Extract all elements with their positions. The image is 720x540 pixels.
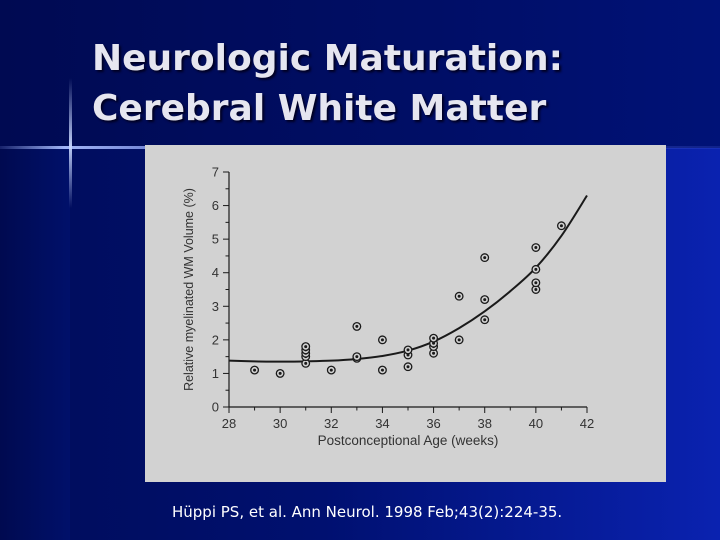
y-axis-label: Relative myelinated WM Volume (%) [182,188,196,391]
data-point-dot [483,256,487,260]
x-tick-label: 40 [529,416,543,431]
y-tick-label: 6 [212,198,219,213]
data-point-dot [559,224,563,228]
data-point [480,295,490,305]
title-line-2: Cerebral White Matter [92,88,547,129]
data-point-dot [380,368,384,372]
scatter-chart: 28 30 32 34 36 38 40 4201234567Postconceptional… [182,165,594,449]
y-tick-label: 3 [212,299,219,314]
x-tick-label: 38 [477,416,491,431]
slide-title: Neurologic Maturation: Cerebral White Ma… [92,34,692,134]
data-point [352,352,362,362]
data-point-dot [406,365,410,369]
data-point [531,243,541,252]
data-point [275,368,285,378]
data-point [429,333,439,343]
title-band [0,0,720,148]
x-tick-label: 34 [375,416,389,431]
data-point [250,365,260,375]
data-point [352,321,362,331]
data-point [480,315,490,325]
data-point [556,221,566,231]
data-point [480,253,490,263]
title-line-1: Neurologic Maturation: [92,38,564,79]
x-tick-label: 36 [426,416,440,431]
y-tick-label: 7 [212,165,219,180]
data-point-dot [432,351,436,355]
citation: Hüppi PS, et al. Ann Neurol. 1998 Feb;43… [172,503,563,521]
data-point-dot [534,267,538,271]
data-point [403,345,413,355]
x-tick-label: 28 [222,416,236,431]
data-point [454,335,464,345]
data-point-dot [432,336,436,340]
data-point [377,365,387,375]
data-point-dot [534,246,538,250]
data-point-dot [329,368,333,372]
y-tick-label: 1 [212,366,219,381]
y-tick-label: 4 [212,265,219,280]
data-point [454,291,464,301]
data-point-dot [483,318,487,322]
x-tick-label: 30 [273,416,287,431]
y-tick-label: 0 [212,400,219,415]
data-point-dot [304,345,308,349]
data-point-dot [380,338,384,342]
data-point-dot [304,361,308,365]
data-point [326,365,336,375]
data-point [377,335,387,345]
chart-panel: 28 30 32 34 36 38 40 42 0 1 2 3 4 5 6 7 Postconceptional… [145,145,666,482]
data-point-dot [253,368,257,372]
left-band [0,148,70,540]
data-point-dot [457,338,461,342]
data-point-dot [355,355,359,359]
data-point-dot [406,348,410,352]
y-tick-label: 2 [212,332,219,347]
data-point [301,342,311,352]
y-tick-label: 5 [212,232,219,247]
x-axis-label: Postconceptional Age (weeks) [318,433,499,448]
data-point [531,278,541,288]
x-tick-label: 32 [324,416,338,431]
data-point-dot [483,298,487,302]
data-point-dot [534,281,538,285]
data-point-dot [534,288,538,291]
data-point-dot [355,324,359,328]
data-point-dot [457,294,461,298]
data-point [531,264,541,274]
sparkle-line [69,78,72,208]
x-tick-label: 42 [580,416,594,431]
data-point-dot [278,371,282,375]
data-point [403,362,413,372]
fit-curve [228,194,588,363]
